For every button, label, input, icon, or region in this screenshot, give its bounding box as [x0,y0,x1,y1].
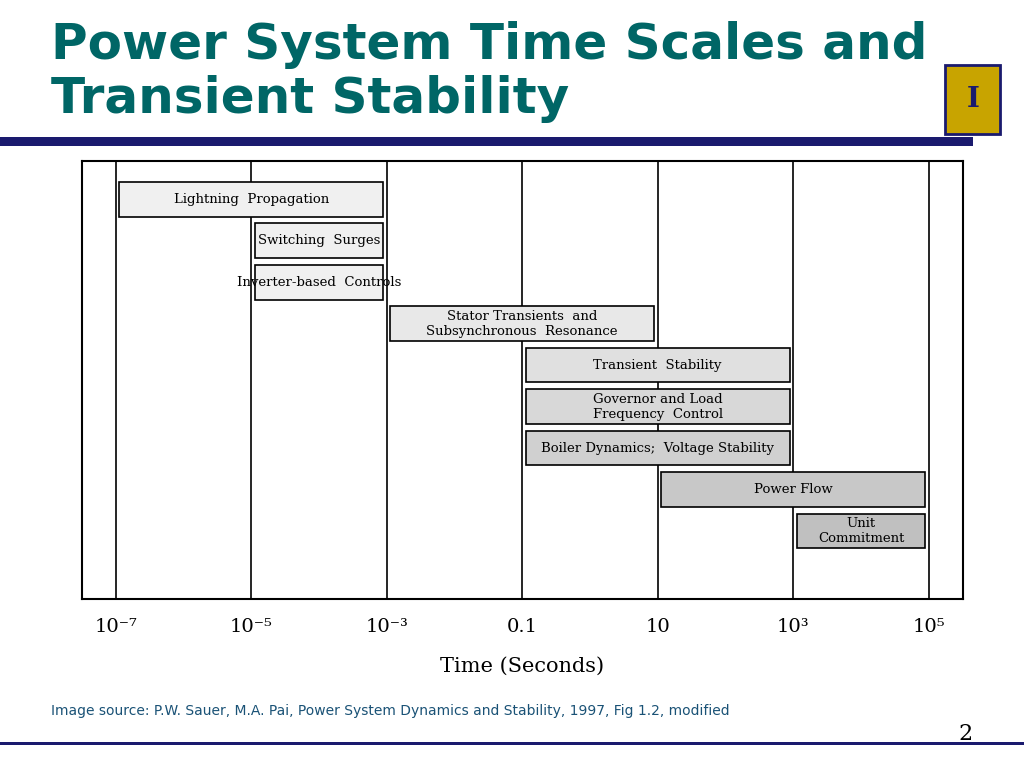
Text: 10⁻³: 10⁻³ [366,618,409,636]
FancyBboxPatch shape [525,389,790,424]
FancyBboxPatch shape [255,223,383,258]
FancyBboxPatch shape [390,306,654,341]
Text: Switching  Surges: Switching Surges [258,234,380,247]
FancyBboxPatch shape [662,472,926,507]
Text: 10³: 10³ [777,618,810,636]
Text: Transient Stability: Transient Stability [51,75,569,123]
FancyBboxPatch shape [255,265,383,300]
FancyBboxPatch shape [119,182,383,217]
Text: Inverter-based  Controls: Inverter-based Controls [237,276,401,289]
Text: Lightning  Propagation: Lightning Propagation [174,193,329,206]
Text: 0.1: 0.1 [507,618,538,636]
FancyBboxPatch shape [525,431,790,465]
Text: Transient  Stability: Transient Stability [594,359,722,372]
Text: Boiler Dynamics;  Voltage Stability: Boiler Dynamics; Voltage Stability [542,442,774,455]
Text: Time (Seconds): Time (Seconds) [440,657,604,676]
Text: Unit
Commitment: Unit Commitment [818,517,904,545]
FancyBboxPatch shape [797,514,926,548]
Text: Power Flow: Power Flow [754,483,833,496]
Text: Image source: P.W. Sauer, M.A. Pai, Power System Dynamics and Stability, 1997, F: Image source: P.W. Sauer, M.A. Pai, Powe… [51,704,730,718]
FancyBboxPatch shape [525,348,790,382]
Text: 10⁻⁷: 10⁻⁷ [94,618,137,636]
Text: 10⁵: 10⁵ [912,618,945,636]
Text: Stator Transients  and
Subsynchronous  Resonance: Stator Transients and Subsynchronous Res… [426,310,618,338]
Text: 2: 2 [958,723,973,745]
Text: I: I [967,86,979,114]
Text: Governor and Load
Frequency  Control: Governor and Load Frequency Control [593,392,723,421]
Text: 10⁻⁵: 10⁻⁵ [229,618,272,636]
Text: 10: 10 [645,618,670,636]
Text: Power System Time Scales and: Power System Time Scales and [51,22,928,69]
